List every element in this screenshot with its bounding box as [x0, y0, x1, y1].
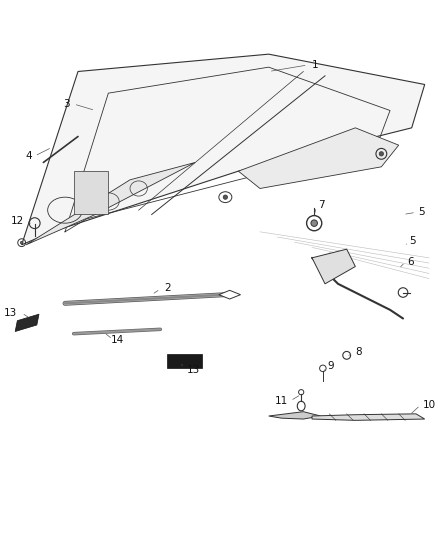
- Text: 13: 13: [186, 365, 200, 375]
- Text: 12: 12: [11, 216, 24, 226]
- Ellipse shape: [379, 152, 384, 156]
- Text: 13: 13: [4, 308, 18, 318]
- Text: 6: 6: [407, 257, 414, 267]
- Text: 5: 5: [410, 236, 416, 246]
- Text: 4: 4: [26, 151, 32, 161]
- Text: 3: 3: [63, 99, 69, 109]
- Polygon shape: [312, 249, 355, 284]
- Bar: [74, 171, 108, 214]
- Ellipse shape: [223, 195, 227, 199]
- Ellipse shape: [311, 220, 318, 227]
- Bar: [167, 354, 201, 368]
- Text: 5: 5: [418, 207, 425, 217]
- Polygon shape: [268, 411, 321, 419]
- Ellipse shape: [21, 241, 23, 244]
- Polygon shape: [26, 163, 195, 245]
- Polygon shape: [21, 54, 425, 245]
- Text: 11: 11: [275, 396, 288, 406]
- Polygon shape: [219, 290, 240, 299]
- Text: 1: 1: [312, 60, 319, 70]
- Text: 9: 9: [327, 361, 334, 371]
- Text: 8: 8: [355, 347, 362, 357]
- Text: 7: 7: [318, 200, 325, 210]
- Text: 2: 2: [165, 283, 171, 293]
- Polygon shape: [15, 314, 39, 332]
- Polygon shape: [238, 128, 399, 189]
- Text: 10: 10: [423, 400, 436, 410]
- Polygon shape: [312, 414, 425, 421]
- Text: 14: 14: [110, 335, 124, 345]
